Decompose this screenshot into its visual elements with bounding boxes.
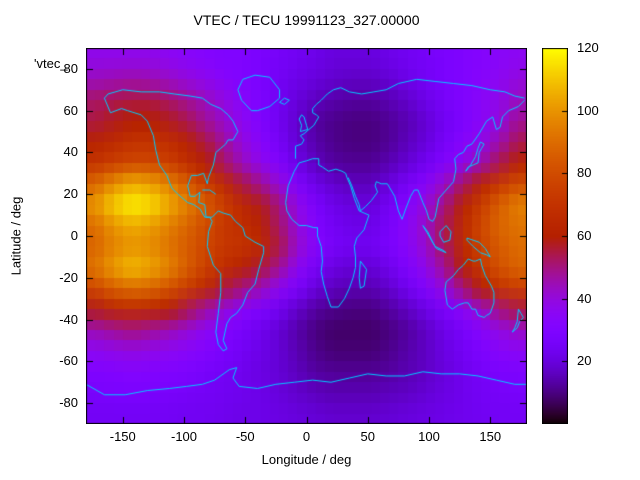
y-axis-label: Latitude / deg <box>8 196 24 276</box>
colorbar-tick-label-1: 40 <box>577 290 592 306</box>
colorbar-tick-label-3: 80 <box>577 165 592 181</box>
key-label: 'vtec_ <box>34 56 68 71</box>
colorbar-tick-label-0: 20 <box>577 353 592 369</box>
y-tick-label-3: -20 <box>59 269 78 285</box>
x-tick-label-3: 0 <box>302 429 311 444</box>
x-tick-label-0: -150 <box>109 429 136 444</box>
y-tick-label-5: 20 <box>63 186 78 202</box>
colorbar-tick-label-2: 60 <box>577 228 592 243</box>
chart-title: VTEC / TECU 19991123_327.00000 <box>193 12 420 28</box>
x-tick-label-4: 50 <box>360 429 375 444</box>
x-tick-label-6: 150 <box>479 429 502 444</box>
y-tick-label-0: -80 <box>59 395 78 411</box>
colorbar-tick-label-5: 120 <box>577 40 599 55</box>
y-tick-label-2: -40 <box>59 311 78 327</box>
y-tick-label-7: 60 <box>63 102 78 118</box>
y-tick-label-4: 0 <box>70 228 78 243</box>
heatmap-canvas <box>86 48 527 424</box>
y-tick-label-1: -60 <box>59 353 78 369</box>
x-tick-label-1: -100 <box>170 429 198 444</box>
x-axis-label: Longitude / deg <box>261 452 352 467</box>
x-tick-label-5: 100 <box>418 429 440 444</box>
colorbar-canvas <box>542 48 568 424</box>
y-tick-label-6: 40 <box>63 144 78 160</box>
colorbar-tick-label-4: 100 <box>577 102 599 118</box>
y-tick-label-8: 80 <box>63 60 78 76</box>
x-tick-label-2: -50 <box>235 429 255 444</box>
